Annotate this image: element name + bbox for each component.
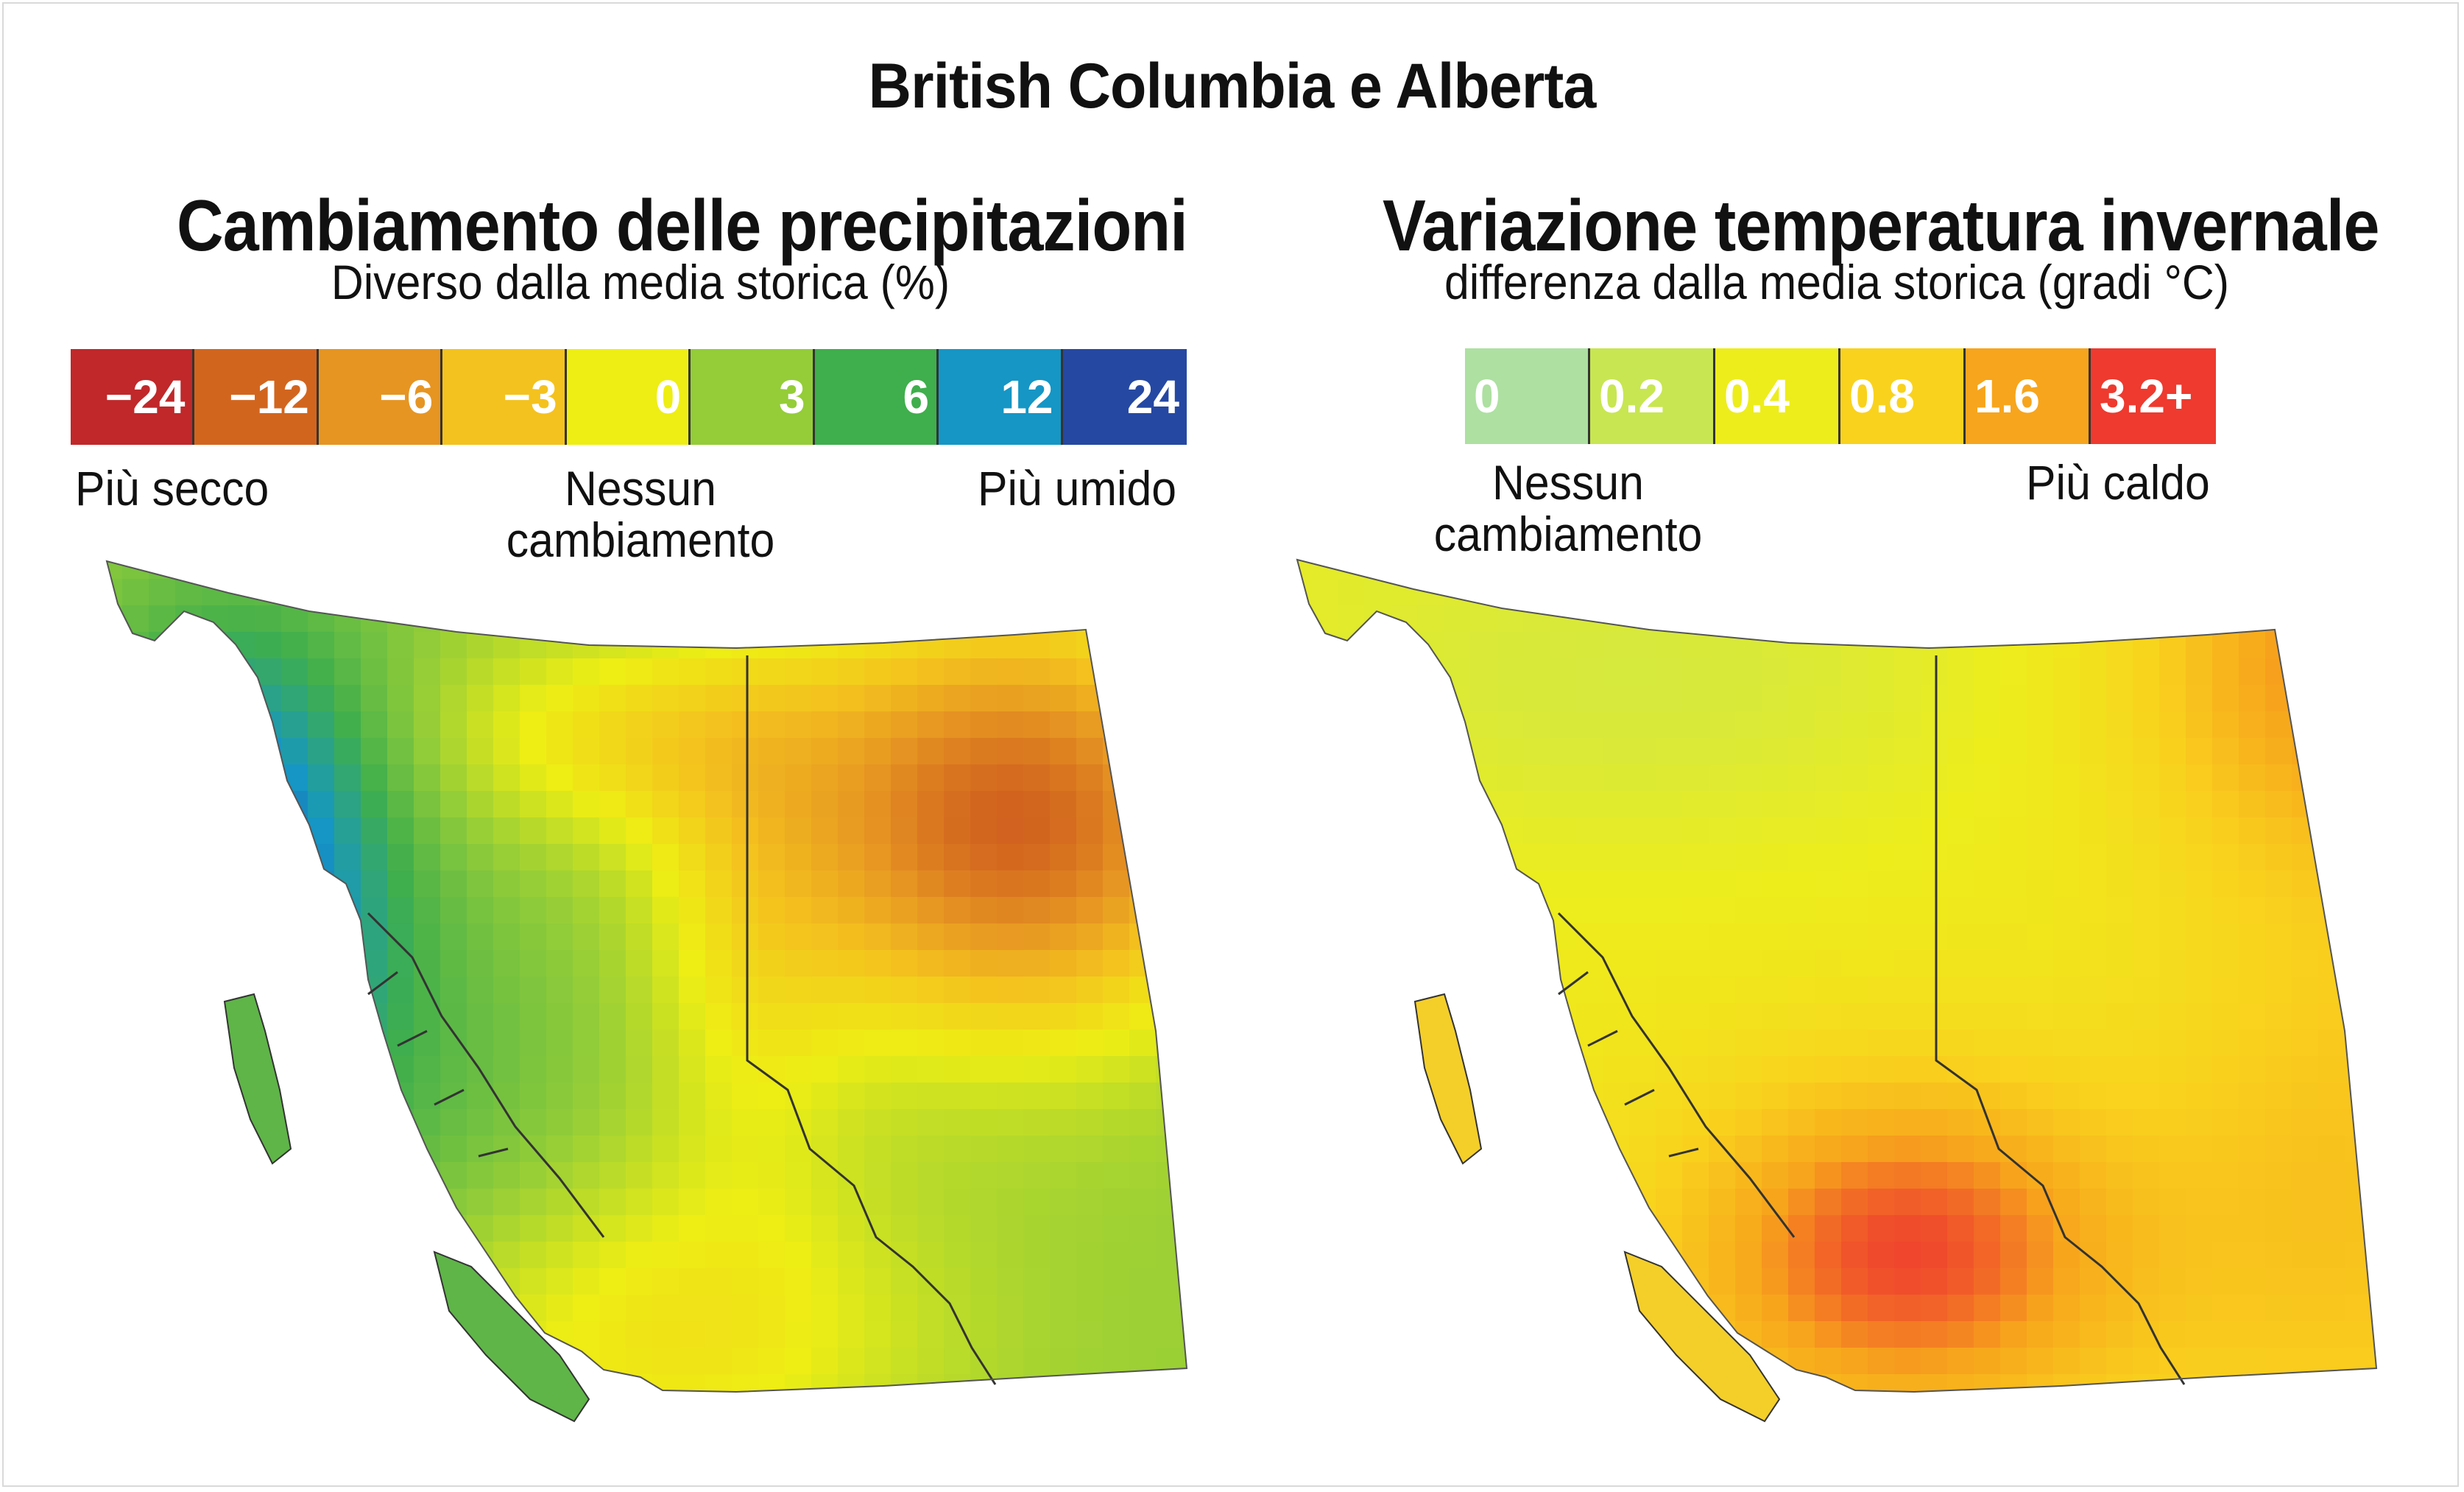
precip-legend-swatch: −24 bbox=[71, 349, 195, 445]
precip-legend-swatch: 3 bbox=[691, 349, 815, 445]
temp-legend-swatch: 3.2+ bbox=[2091, 348, 2216, 444]
precip-legend: −24 −12 −6 −3 0 3 6 12 24 bbox=[71, 349, 1187, 445]
precip-legend-swatch: 12 bbox=[939, 349, 1063, 445]
figure-title: British Columbia e Alberta bbox=[868, 51, 1597, 122]
temp-legend-nochange-line1: Nessun bbox=[1492, 455, 1644, 510]
temp-map-coastline bbox=[1557, 912, 1796, 1238]
precip-map-coastline bbox=[367, 912, 605, 1238]
precip-legend-swatch: 6 bbox=[814, 349, 939, 445]
precip-legend-nochange-line1: Nessun bbox=[565, 461, 716, 515]
precip-panel-subtitle: Diverso dalla media storica (%) bbox=[331, 255, 950, 309]
precip-legend-swatch: −12 bbox=[194, 349, 319, 445]
temp-panel-title: Variazione temperatura invernale bbox=[1383, 185, 2380, 266]
precip-legend-swatch: −3 bbox=[442, 349, 567, 445]
temp-legend-swatch: 0.4 bbox=[1715, 348, 1840, 444]
temp-legend-nochange-line2: cambiamento bbox=[1433, 507, 1703, 561]
temp-map-islands bbox=[1413, 993, 1781, 1423]
precip-legend-swatch: 24 bbox=[1062, 349, 1187, 445]
temp-map-bc-alberta-border bbox=[1935, 655, 2186, 1385]
temp-legend-swatch: 0 bbox=[1465, 348, 1590, 444]
precip-panel-title: Cambiamento delle precipitazioni bbox=[177, 185, 1188, 266]
temp-legend-warm-label: Più caldo bbox=[2026, 455, 2210, 510]
precip-map-bc-alberta-border bbox=[746, 655, 997, 1385]
precip-legend-nochange-line2: cambiamento bbox=[506, 513, 775, 567]
precip-legend-swatch: −6 bbox=[318, 349, 443, 445]
precip-legend-swatch: 0 bbox=[566, 349, 691, 445]
temp-legend: 0 0.2 0.4 0.8 1.6 3.2+ bbox=[1465, 348, 2216, 444]
temp-legend-swatch: 1.6 bbox=[1966, 348, 2091, 444]
precip-map bbox=[107, 561, 1187, 1392]
temp-legend-swatch: 0.2 bbox=[1590, 348, 1715, 444]
temp-panel-subtitle: differenza dalla media storica (gradi °C… bbox=[1444, 255, 2230, 309]
precip-map-islands bbox=[223, 993, 590, 1423]
precip-legend-dry-label: Più secco bbox=[75, 461, 269, 515]
temp-legend-swatch: 0.8 bbox=[1840, 348, 1966, 444]
precip-legend-wet-label: Più umido bbox=[978, 461, 1177, 515]
